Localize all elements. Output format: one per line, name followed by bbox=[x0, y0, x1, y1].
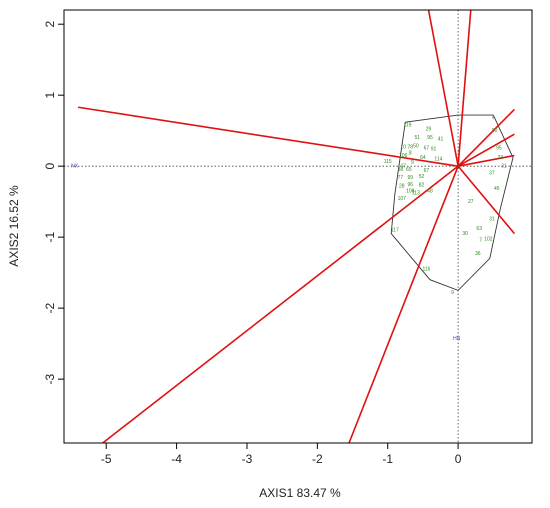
observation-label: 67 bbox=[424, 146, 430, 152]
observation-label: 8 bbox=[409, 151, 412, 157]
observation-label: 31 bbox=[489, 217, 495, 223]
observation-label: 41 bbox=[438, 137, 444, 143]
x-tick-label: -2 bbox=[312, 452, 323, 466]
variable-vector bbox=[348, 165, 459, 443]
variable-vector bbox=[457, 108, 515, 167]
vector-group bbox=[77, 10, 516, 443]
x-tick-label: -5 bbox=[101, 452, 112, 466]
observation-label: 29 bbox=[426, 127, 432, 133]
observation-label: 7 bbox=[479, 237, 482, 243]
observation-label: 90 bbox=[492, 128, 498, 134]
variable-vector bbox=[457, 154, 515, 167]
observation-label: 106 bbox=[399, 153, 408, 159]
x-tick-label: -3 bbox=[242, 452, 253, 466]
x-tick-label: 0 bbox=[455, 452, 462, 466]
observation-label: 96 bbox=[407, 182, 413, 188]
observation-label: 30 bbox=[462, 231, 468, 237]
observation-label: 116 bbox=[422, 266, 430, 272]
observation-label: 38 bbox=[398, 167, 404, 173]
observation-label: 47 bbox=[400, 163, 406, 169]
observation-label: 82 bbox=[419, 183, 425, 189]
variable-vector bbox=[427, 10, 459, 167]
observation-label: 119 bbox=[403, 122, 411, 128]
y-tick-label: -2 bbox=[43, 302, 57, 313]
y-tick-label: -1 bbox=[43, 231, 57, 242]
variable-vector bbox=[457, 10, 472, 167]
x-axis-title: AXIS1 83.47 % bbox=[259, 486, 341, 500]
variable-vector bbox=[457, 165, 516, 235]
observation-label: 65 bbox=[406, 167, 412, 173]
variable-label: HN bbox=[453, 336, 461, 342]
observation-label: 77 bbox=[398, 175, 404, 181]
observation-label: 117 bbox=[391, 227, 399, 233]
observation-label: 45 bbox=[494, 186, 500, 192]
observation-label: 9 bbox=[411, 160, 414, 166]
convex-hull bbox=[390, 114, 514, 291]
y-tick-label: -3 bbox=[43, 373, 57, 384]
observation-label: 107 bbox=[398, 196, 407, 202]
observation-label: 52 bbox=[419, 174, 425, 180]
y-tick-label: 0 bbox=[43, 163, 57, 170]
observation-label: 31 bbox=[501, 163, 507, 169]
observation-label: 63 bbox=[476, 226, 482, 232]
observation-label: 9 bbox=[451, 290, 454, 296]
variable-vector bbox=[77, 106, 459, 167]
y-tick-label: 1 bbox=[43, 92, 57, 99]
x-tick-label: -1 bbox=[382, 452, 393, 466]
observation-label: 48 bbox=[427, 188, 433, 194]
observation-label: 10 bbox=[400, 144, 406, 150]
observation-label: 114 bbox=[434, 156, 442, 162]
observation-label: 50 bbox=[413, 144, 419, 150]
observation-label: 113 bbox=[412, 190, 420, 196]
observation-label: 4 bbox=[492, 115, 495, 121]
observation-label: 115 bbox=[384, 159, 392, 165]
observation-label: 108 bbox=[406, 188, 415, 194]
observation-label: 91 bbox=[431, 146, 437, 152]
observation-label: 99 bbox=[407, 175, 413, 181]
observation-label: 28 bbox=[399, 183, 405, 189]
observation-label: 36 bbox=[475, 251, 481, 257]
plot-frame bbox=[63, 9, 533, 444]
observation-label: 37 bbox=[489, 171, 495, 177]
variable-vector bbox=[102, 165, 459, 443]
x-tick-label: -4 bbox=[171, 452, 182, 466]
variable-label: NX bbox=[71, 163, 79, 169]
observation-label: 67 bbox=[424, 168, 430, 174]
observation-label: 102 bbox=[484, 237, 493, 243]
y-axis-title: AXIS2 16.52 % bbox=[7, 185, 21, 267]
observation-label: 95 bbox=[496, 146, 502, 152]
observation-label: 78 bbox=[407, 144, 413, 150]
observation-label: 23 bbox=[498, 155, 504, 161]
observation-label: 51 bbox=[415, 135, 421, 141]
variable-vector bbox=[457, 133, 515, 167]
observation-label: 27 bbox=[468, 199, 474, 205]
y-tick-label: 2 bbox=[43, 21, 57, 28]
observation-label: 95 bbox=[427, 135, 433, 141]
observation-label: 64 bbox=[420, 155, 426, 161]
